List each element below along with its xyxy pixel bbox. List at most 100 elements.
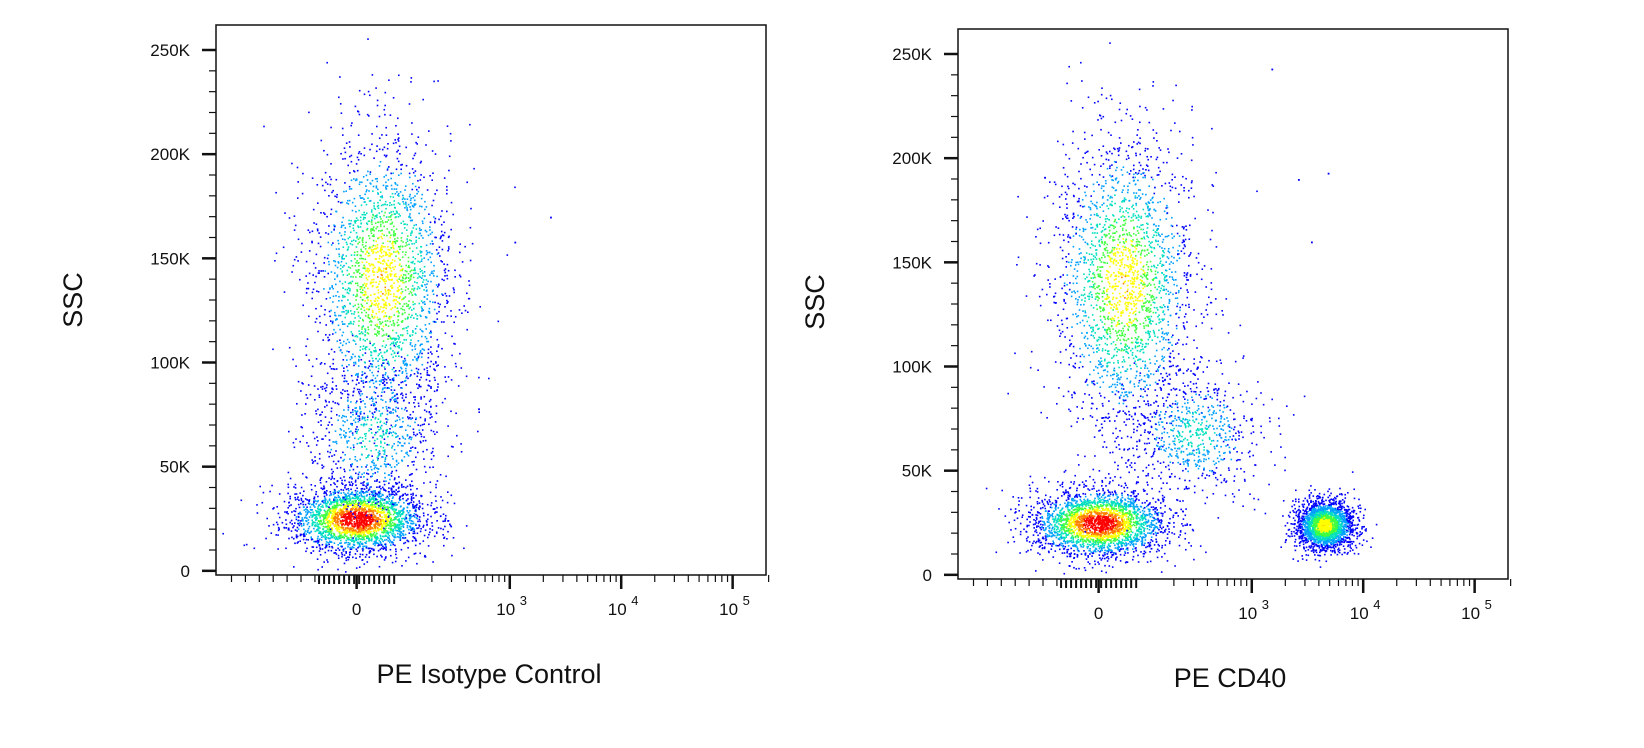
data-point [330,468,333,471]
data-point [393,337,396,340]
data-point [374,502,377,504]
data-point [357,531,360,533]
data-point [329,511,332,513]
data-point [326,490,328,492]
data-point [391,222,393,225]
data-point [401,313,404,316]
data-point [382,540,384,543]
data-point [371,507,373,510]
data-point [435,361,437,363]
data-point [340,234,343,237]
data-point [389,428,391,430]
data-point [432,561,434,563]
data-point [421,205,423,208]
data-point [336,291,339,293]
data-point [315,275,317,278]
data-point [327,549,330,552]
data-point [394,526,396,528]
data-point [429,531,431,534]
data-point [414,328,417,330]
data-point [497,320,500,323]
data-point [380,503,383,505]
data-point [315,516,317,519]
data-point [372,493,375,496]
data-point [420,300,423,302]
data-point [356,515,359,517]
data-point [277,529,280,532]
data-point [284,212,286,214]
data-point [382,270,385,272]
data-point [344,513,346,516]
data-point [395,343,397,346]
data-point [382,325,385,328]
data-point [393,203,395,206]
data-point [380,291,382,293]
data-point [317,525,319,528]
data-point [440,235,443,237]
data-point [359,286,361,288]
data-point [409,290,412,293]
data-point [401,163,403,166]
data-point [455,365,457,368]
data-point [408,103,411,105]
data-point [419,232,421,235]
data-point [287,471,290,474]
data-point [342,498,344,500]
data-point [393,200,396,202]
data-point [356,179,358,181]
data-point [332,535,334,537]
data-point [323,501,325,504]
data-point [347,369,349,372]
data-point [364,511,366,514]
data-point [313,540,315,543]
data-point [446,125,449,127]
data-point [382,387,384,390]
data-point [349,320,352,323]
data-point [381,196,384,199]
data-point [429,229,431,231]
data-point [407,316,409,319]
data-point [371,363,374,366]
data-point [357,262,359,265]
data-point [306,513,308,515]
data-point [270,532,273,534]
data-point [412,520,414,523]
data-point [386,506,388,508]
data-point [444,525,446,528]
data-point [385,490,387,492]
data-point [409,208,412,211]
data-point [302,304,304,307]
data-point [400,532,402,534]
data-point [346,274,349,276]
data-point [358,330,360,332]
data-point [419,250,422,252]
data-point [330,208,333,211]
data-point [404,537,407,539]
data-point [391,392,393,394]
data-point [371,514,374,517]
data-point [378,539,380,542]
data-point [414,303,416,305]
data-point [328,494,331,497]
data-point [288,537,290,540]
data-point [377,418,380,420]
data-point [382,222,384,224]
data-point [287,512,289,515]
data-point [287,527,290,530]
data-point [331,322,334,325]
data-point [373,542,376,544]
data-point [371,250,373,252]
data-point [326,528,329,530]
data-point [397,374,400,377]
data-point [389,548,392,551]
data-point [342,134,344,136]
data-point [408,292,410,295]
data-point [378,525,381,527]
data-point [339,76,341,78]
data-point [406,539,408,542]
data-point [392,97,395,99]
data-point [332,517,335,520]
data-point [359,525,362,528]
data-point [382,524,384,526]
data-point [403,399,405,402]
